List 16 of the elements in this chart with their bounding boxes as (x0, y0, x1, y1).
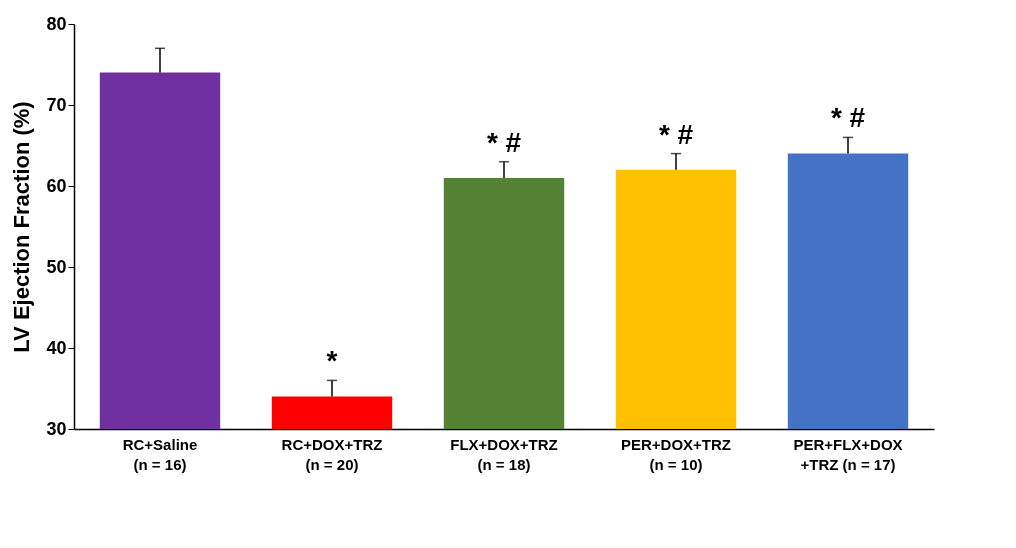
x-tick-label: PER+FLX+DOX +TRZ (n = 17) (793, 435, 903, 473)
x-tick-label: PER+DOX+TRZ (n = 10) (620, 435, 732, 473)
y-tick-label: 50 (46, 256, 67, 277)
annotation: * # (658, 118, 694, 150)
annotation: * # (486, 126, 522, 158)
y-axis-title: LV Ejection Fraction (%) (9, 101, 35, 353)
annotation: * (326, 345, 338, 377)
y-tick-label: 70 (46, 94, 67, 115)
annotation: * # (830, 102, 866, 134)
x-tick-label: RC+DOX+TRZ (n = 20) (281, 435, 383, 473)
x-tick-label: FLX+DOX+TRZ (n = 18) (450, 435, 558, 473)
x-tick-label: RC+Saline (n = 16) (122, 435, 198, 473)
y-tick-label: 30 (46, 418, 67, 439)
y-tick-label: 80 (46, 13, 67, 34)
y-tick-label: 60 (46, 175, 67, 196)
y-tick-label: 40 (46, 337, 67, 358)
